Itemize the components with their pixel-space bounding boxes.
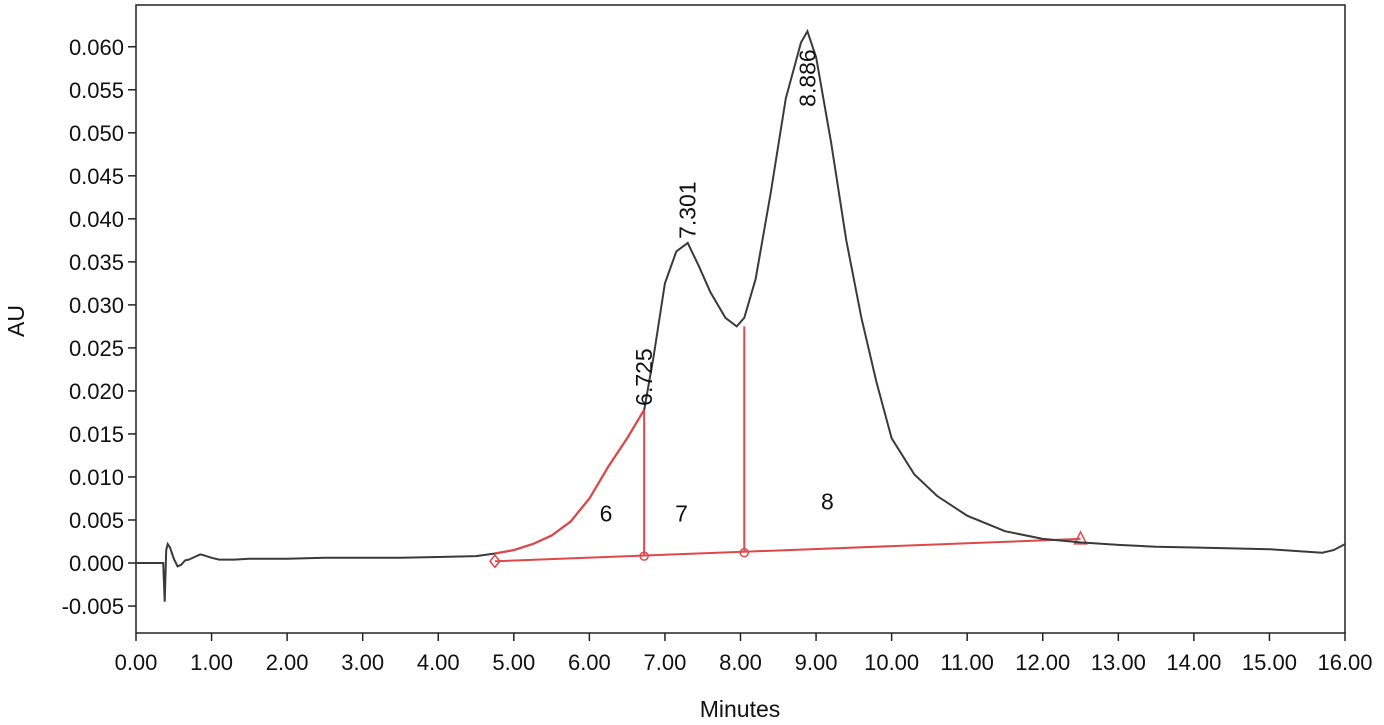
- x-tick-label: 11.00: [940, 650, 993, 675]
- x-tick-labels: 0.00 1.00 2.00 3.00 4.00 5.00 6.00 7.00 8.00 9.00…: [115, 650, 1373, 675]
- peak-label: 6.725: [631, 348, 657, 406]
- x-tick-label: 15.00: [1242, 650, 1297, 675]
- integrated-peak-6-trace: [494, 409, 646, 555]
- x-tick-label: 16.00: [1317, 650, 1372, 675]
- region-label: 6: [600, 501, 613, 527]
- y-tick-label: 0.045: [69, 164, 124, 189]
- y-tick-label: 0.005: [69, 508, 124, 533]
- x-tick-label: 5.00: [492, 650, 535, 675]
- y-tick-labels: 0.060 0.055 0.050 0.045 0.040 0.035 0.030 0.025…: [62, 35, 124, 619]
- x-tick-label: 1.00: [190, 650, 233, 675]
- x-tick-label: 4.00: [417, 650, 460, 675]
- x-tick-label: 2.00: [266, 650, 309, 675]
- y-tick-label: 0.025: [69, 336, 124, 361]
- y-tick-label: 0.040: [69, 207, 124, 232]
- y-tick-label: -0.005: [62, 594, 124, 619]
- x-tick-label: 12.00: [1015, 650, 1070, 675]
- x-tick-label: 0.00: [115, 650, 158, 675]
- chromatogram-trace: [136, 28, 1346, 602]
- x-tick-label: 8.00: [719, 650, 762, 675]
- x-tick-label: 6.00: [568, 650, 611, 675]
- peak-label: 7.301: [675, 181, 701, 239]
- x-tick-label: 7.00: [644, 650, 687, 675]
- x-axis-title: Minutes: [700, 696, 781, 722]
- integration-drop-marker: [739, 547, 750, 558]
- region-label: 7: [675, 501, 688, 527]
- x-tick-label: 3.00: [341, 650, 384, 675]
- x-tick-label: 10.00: [864, 650, 919, 675]
- integration-drop-marker: [639, 551, 649, 561]
- y-tick-label: 0.020: [69, 379, 124, 404]
- y-tick-label: 0.050: [69, 121, 124, 146]
- y-tick-label: 0.035: [69, 250, 124, 275]
- y-tick-label: 0.060: [69, 35, 124, 60]
- y-tick-label: 0.030: [69, 293, 124, 318]
- integration-baseline: [494, 537, 1081, 563]
- integration-overlay: [488, 326, 1088, 569]
- x-tick-label: 14.00: [1166, 650, 1221, 675]
- y-tick-label: 0.010: [69, 465, 124, 490]
- region-labels: 6 7 8: [600, 489, 834, 527]
- y-tick-label: 0.000: [69, 551, 124, 576]
- peak-labels: 6.725 7.301 8.886: [631, 49, 820, 406]
- axis-ticks: [128, 46, 1346, 641]
- y-tick-label: 0.055: [69, 78, 124, 103]
- x-tick-label: 13.00: [1091, 650, 1146, 675]
- region-label: 8: [821, 489, 834, 515]
- y-tick-label: 0.015: [69, 422, 124, 447]
- integration-start-marker: [488, 554, 501, 569]
- integration-end-marker: [1073, 530, 1088, 545]
- x-tick-label: 9.00: [795, 650, 838, 675]
- plot-frame: [135, 4, 1346, 634]
- y-axis-title: AU: [3, 305, 29, 337]
- peak-label: 8.886: [794, 49, 820, 107]
